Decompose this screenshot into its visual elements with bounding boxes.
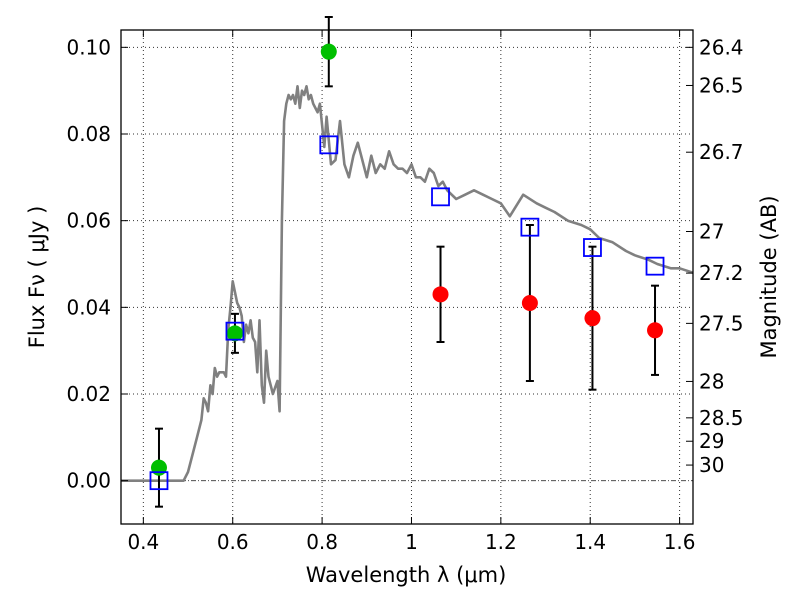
y-axis-label: Flux Fν ( μJy ) (25, 206, 49, 349)
ticks-layer (121, 30, 693, 524)
magnitude-tick-label: 28 (699, 369, 724, 393)
magnitude-tick-label: 26.5 (699, 73, 744, 97)
model-square-marker (149, 471, 169, 491)
y-tick-label: 0.08 (66, 122, 111, 146)
y-tick-label: 0.00 (66, 469, 111, 493)
spectrum-line (121, 85, 694, 482)
grid-layer (121, 30, 693, 524)
plot-frame (120, 29, 694, 525)
magnitude-tick-label: 26.7 (699, 140, 744, 164)
spectrum-layer (121, 85, 694, 482)
magnitude-tick-label: 26.4 (699, 35, 744, 59)
errorbar-layer (154, 16, 660, 508)
x-axis-label: Wavelength λ (μm) (306, 563, 507, 587)
model-square-marker (225, 321, 245, 341)
y-axis-right-label: Magnitude (AB) (757, 195, 781, 358)
y-tick-label: 0.02 (66, 382, 111, 406)
magnitude-tick-label: 28.5 (699, 406, 744, 430)
model-square-marker (319, 135, 339, 155)
green-data-point (226, 325, 243, 342)
y-tick-label: 0.04 (66, 295, 111, 319)
model-square-marker (583, 238, 602, 257)
magnitude-tick-label: 27 (699, 220, 724, 244)
model-square-marker (645, 256, 665, 276)
green-data-point (320, 43, 337, 60)
axes-frame (120, 29, 694, 525)
model-square-marker (431, 187, 450, 207)
y-tick-label: 0.06 (66, 209, 111, 233)
x-tick-label: 1.6 (664, 530, 696, 554)
magnitude-tick-label: 29 (699, 429, 724, 453)
x-tick-label: 0.8 (306, 530, 338, 554)
magnitude-tick-label: 27.2 (699, 261, 744, 285)
x-tick-label: 0.6 (217, 530, 249, 554)
x-tick-label: 1 (405, 530, 418, 554)
magnitude-tick-label: 30 (699, 453, 724, 477)
x-tick-label: 0.4 (127, 530, 159, 554)
red-data-point (432, 286, 449, 303)
x-tick-label: 1.4 (574, 530, 606, 554)
model-square-marker (520, 217, 540, 237)
green-data-point (150, 459, 167, 476)
x-tick-label: 1.2 (485, 530, 517, 554)
red-data-point (521, 295, 538, 311)
y-tick-label: 0.10 (66, 35, 111, 59)
red-data-point (584, 310, 601, 327)
points-layer (150, 43, 664, 476)
magnitude-tick-label: 27.5 (699, 311, 744, 335)
red-data-point (647, 322, 664, 339)
tick-labels-layer: 0.4 0.6 0.8 1 1.2 1.4 1.6 0.00 0.02 0.04 0.06 0.08 0… (66, 35, 743, 554)
squares-layer (149, 135, 665, 491)
